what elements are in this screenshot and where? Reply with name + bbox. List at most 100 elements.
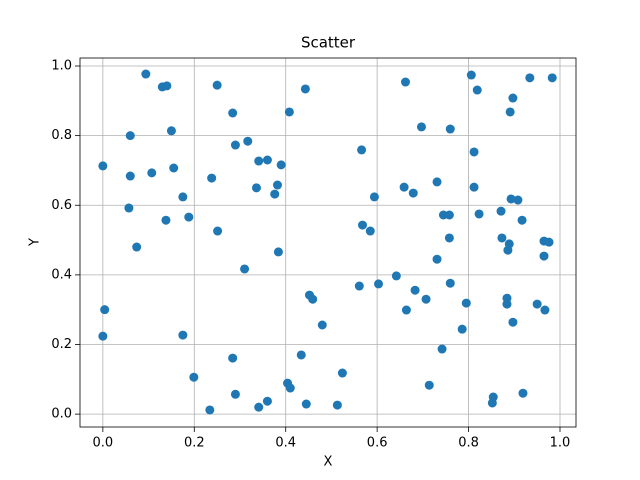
point	[98, 161, 108, 171]
point	[532, 299, 542, 309]
point	[284, 107, 294, 117]
point	[445, 124, 455, 134]
point	[230, 140, 240, 150]
point	[432, 177, 442, 187]
point	[518, 388, 528, 398]
point	[184, 212, 194, 222]
point	[178, 330, 188, 340]
point	[332, 400, 342, 410]
point	[424, 380, 434, 390]
point	[243, 136, 253, 146]
point	[296, 350, 306, 360]
point	[262, 396, 272, 406]
chart-title: Scatter	[301, 34, 356, 52]
point	[503, 245, 513, 255]
point	[178, 192, 188, 202]
point	[410, 285, 420, 295]
point	[457, 324, 467, 334]
point	[166, 126, 176, 136]
point	[469, 147, 479, 157]
y-tick-label: 0.0	[51, 407, 72, 422]
y-axis-label: Y	[28, 238, 43, 247]
y-tick-label: 1.0	[51, 59, 72, 74]
point	[506, 194, 516, 204]
point	[401, 305, 411, 315]
point	[240, 264, 250, 274]
point	[399, 182, 409, 192]
x-tick-label: 0.2	[184, 436, 205, 451]
x-tick-label: 0.8	[458, 436, 479, 451]
point	[358, 220, 368, 230]
point	[472, 85, 482, 95]
point	[207, 173, 217, 183]
point	[365, 226, 375, 236]
point	[517, 215, 527, 225]
point	[421, 294, 431, 304]
point	[213, 226, 223, 236]
point	[124, 203, 134, 213]
point	[205, 405, 215, 415]
x-tick-label: 0.6	[367, 436, 388, 451]
point	[544, 237, 554, 247]
point	[141, 69, 151, 79]
x-axis-label: X	[324, 455, 333, 470]
point	[374, 279, 384, 289]
point	[445, 278, 455, 288]
x-tick-label: 1.0	[550, 436, 571, 451]
point	[547, 73, 557, 83]
point	[276, 160, 286, 170]
point	[400, 77, 410, 87]
point	[308, 294, 318, 304]
point	[272, 180, 282, 190]
point	[357, 145, 367, 155]
point	[497, 233, 507, 243]
point	[487, 398, 497, 408]
y-tick-label: 0.4	[51, 267, 72, 282]
axes-frame	[79, 57, 577, 428]
point	[437, 344, 447, 354]
point	[228, 353, 238, 363]
point	[100, 305, 110, 315]
point	[444, 233, 454, 243]
point	[125, 131, 135, 141]
point	[317, 320, 327, 330]
point	[369, 192, 379, 202]
y-tick-label: 0.2	[51, 337, 72, 352]
point	[230, 389, 240, 399]
point	[273, 247, 283, 257]
point	[254, 156, 264, 166]
point	[505, 107, 515, 117]
point	[474, 209, 484, 219]
point	[301, 399, 311, 409]
point	[212, 80, 222, 90]
point	[508, 93, 518, 103]
point	[525, 73, 535, 83]
y-tick-label: 0.6	[51, 198, 72, 213]
point	[408, 188, 418, 198]
point	[502, 299, 512, 309]
point	[270, 189, 280, 199]
point	[391, 271, 401, 281]
point	[496, 206, 506, 216]
point	[416, 122, 426, 132]
point	[125, 171, 135, 181]
point	[354, 281, 364, 291]
point	[513, 195, 523, 205]
point	[228, 108, 238, 118]
point	[251, 183, 261, 193]
point	[285, 383, 295, 393]
point	[461, 298, 471, 308]
point	[169, 163, 179, 173]
point	[466, 70, 476, 80]
point	[432, 254, 442, 264]
point	[132, 242, 142, 252]
point	[98, 331, 108, 341]
x-tick-label: 0.0	[93, 436, 114, 451]
point	[337, 368, 347, 378]
point	[147, 168, 157, 178]
point	[162, 81, 172, 91]
point	[508, 317, 518, 327]
y-tick-label: 0.8	[51, 128, 72, 143]
point	[254, 402, 264, 412]
